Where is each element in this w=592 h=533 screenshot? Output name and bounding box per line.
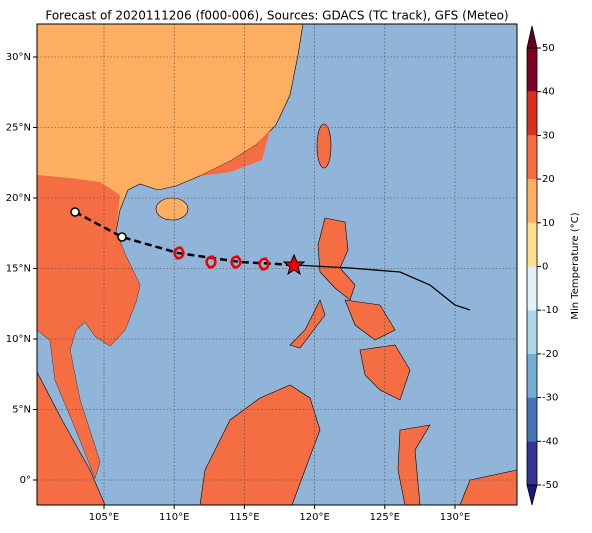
colorbar-extend-top <box>526 25 538 49</box>
colorbar-tick-label: -10 <box>542 305 558 316</box>
lat-label: 20°N <box>6 193 31 204</box>
colorbar-segment <box>527 48 537 92</box>
taiwan <box>316 123 332 169</box>
past-track <box>294 264 471 311</box>
colorbar-label: Min Temperature (°C) <box>570 212 581 319</box>
title: Forecast of 2020111206 (f000-006), Sourc… <box>45 9 508 23</box>
lat-label: 0° <box>20 475 31 486</box>
colorbar-segment <box>527 310 537 354</box>
lat-label: 10°N <box>6 334 31 345</box>
colorbar-tick-label: 40 <box>542 87 555 98</box>
borneo <box>199 384 321 505</box>
lat-label: 25°N <box>6 123 31 134</box>
mindanao <box>359 344 411 401</box>
lat-label: 30°N <box>6 52 31 63</box>
colorbar-segment <box>527 179 537 223</box>
colorbar-tick-label: 0 <box>542 262 548 273</box>
colorbar: 50 40 30 20 10 0 -10 -20 -30 -40 -50 <box>526 25 558 506</box>
lon-label: 105°E <box>89 512 119 523</box>
sulawesi <box>397 424 431 505</box>
colorbar-tick-label: 30 <box>542 130 555 141</box>
luzon <box>317 217 356 301</box>
lat-label: 5°N <box>12 405 31 416</box>
visayas <box>289 299 396 349</box>
colorbar-segment <box>527 441 537 485</box>
lon-label: 115°E <box>229 512 259 523</box>
track-point <box>117 232 127 242</box>
colorbar-tick-label: 10 <box>542 218 555 229</box>
graticule <box>37 24 517 505</box>
lon-label: 110°E <box>159 512 189 523</box>
lon-label: 120°E <box>299 512 329 523</box>
colorbar-tick-label: 50 <box>542 43 555 54</box>
storm-icons <box>173 246 270 271</box>
sumatra <box>37 371 106 505</box>
track-point <box>70 207 80 217</box>
hainan <box>155 197 189 221</box>
map <box>37 24 517 505</box>
colorbar-tick-label: 20 <box>542 174 555 185</box>
colorbar-tick-label: -30 <box>542 393 558 404</box>
lon-label: 130°E <box>440 512 470 523</box>
colorbar-tick-label: -50 <box>542 480 558 491</box>
map-frame <box>36 23 518 506</box>
colorbar-tick-label: -20 <box>542 349 558 360</box>
colorbar-segment <box>527 397 537 442</box>
colorbar-extend-bottom <box>526 484 538 506</box>
colorbar-segment <box>527 91 537 136</box>
colorbar-segment <box>527 353 537 398</box>
current-position <box>282 253 306 276</box>
colorbar-segment <box>527 135 537 180</box>
colorbar-tick-label: -40 <box>542 436 558 447</box>
lon-label: 125°E <box>370 512 400 523</box>
new-guinea <box>459 469 517 505</box>
colorbar-segment <box>527 222 537 267</box>
colorbar-segment <box>527 266 537 311</box>
warm-land <box>37 130 270 478</box>
lat-label: 15°N <box>6 264 31 275</box>
forecast-track <box>74 210 296 267</box>
